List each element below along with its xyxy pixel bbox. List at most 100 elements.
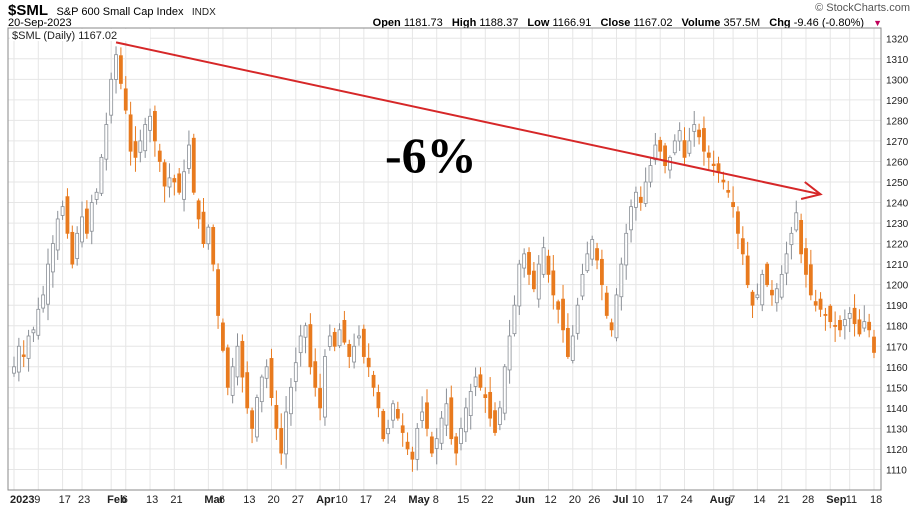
candle <box>89 194 94 245</box>
y-tick-label: 1280 <box>886 116 909 127</box>
candle <box>789 226 794 260</box>
x-tick-label: Jul <box>612 494 628 506</box>
candle-body <box>26 335 31 359</box>
candle-body <box>80 216 84 243</box>
candle-body <box>259 376 264 403</box>
y-tick-label: 1170 <box>886 342 908 353</box>
candle <box>531 261 536 293</box>
x-tick-label: 28 <box>802 494 814 506</box>
candle <box>429 431 434 458</box>
candle <box>187 130 191 174</box>
candle-body <box>332 331 337 347</box>
candle <box>682 127 687 166</box>
candle-body <box>191 137 196 193</box>
candle <box>41 285 46 313</box>
candle <box>726 180 731 198</box>
candle <box>148 108 152 143</box>
candle <box>604 285 609 319</box>
candle-body <box>726 190 731 193</box>
candle <box>361 324 366 364</box>
candle-body <box>138 140 143 153</box>
x-tick-label: 17 <box>59 494 71 506</box>
candle-body <box>619 263 624 298</box>
candle-body <box>123 88 128 111</box>
y-tick-label: 1300 <box>886 75 909 86</box>
candle <box>99 154 104 197</box>
candle-body <box>736 211 740 234</box>
candle-body <box>148 115 152 131</box>
candle <box>109 72 114 124</box>
x-tick-label: 14 <box>753 494 765 506</box>
candle-body <box>167 177 172 188</box>
candle <box>867 313 872 338</box>
candle-body <box>702 128 706 152</box>
candle <box>565 313 570 359</box>
stockcharts-watermark: © StockCharts.com <box>815 2 910 14</box>
candle-body <box>405 441 410 450</box>
candle <box>813 289 818 312</box>
x-tick-label: Jun <box>515 494 535 506</box>
candle <box>308 313 313 375</box>
candle <box>65 188 70 239</box>
candle <box>293 347 298 392</box>
symbol-label: $SML <box>8 2 49 19</box>
candle <box>138 129 143 163</box>
candle <box>483 387 488 413</box>
candle-body <box>420 411 425 421</box>
candle <box>36 297 41 340</box>
candle-body <box>279 428 284 454</box>
candle-body <box>347 344 352 357</box>
candle <box>838 315 842 337</box>
y-tick-label: 1190 <box>886 301 908 312</box>
candle <box>556 299 561 324</box>
candle <box>439 411 444 450</box>
x-tick-label: 13 <box>243 494 255 506</box>
x-tick-label: 8 <box>433 494 439 506</box>
candle <box>818 292 823 317</box>
candle-body <box>750 291 755 306</box>
candle <box>245 361 250 414</box>
candles-layer <box>12 46 876 472</box>
candle-body <box>556 301 561 310</box>
x-tick-label: 13 <box>146 494 158 506</box>
candle <box>687 127 692 157</box>
y-tick-label: 1320 <box>886 34 909 45</box>
candle-body <box>643 181 648 204</box>
candle <box>143 117 148 158</box>
candle-body <box>308 324 313 368</box>
x-tick-label: 20 <box>569 494 581 506</box>
candle <box>872 329 876 359</box>
candle <box>342 310 347 345</box>
candle <box>269 348 274 406</box>
legend-background <box>10 29 150 41</box>
candle <box>225 344 230 396</box>
candle <box>847 307 852 333</box>
candle <box>80 201 84 248</box>
x-tick-label: 20 <box>268 494 280 506</box>
candle <box>842 309 847 340</box>
y-tick-label: 1110 <box>886 465 907 476</box>
candle-body <box>187 144 191 169</box>
open-value: 1181.73 <box>403 17 443 29</box>
candle <box>31 326 36 342</box>
candle-body <box>852 307 857 325</box>
candle <box>235 333 240 386</box>
candle-body <box>551 270 556 296</box>
high-value: 1188.37 <box>479 17 519 29</box>
candle <box>70 225 75 269</box>
candle <box>21 340 26 368</box>
x-tick-label: 17 <box>360 494 372 506</box>
candle-body <box>745 255 750 286</box>
candle-body <box>663 145 667 166</box>
chg-label: Chg <box>769 17 791 29</box>
candle <box>833 311 838 342</box>
candle <box>221 318 225 353</box>
y-tick-label: 1230 <box>886 219 909 230</box>
candle-body <box>196 200 201 220</box>
candle-body <box>517 263 522 307</box>
x-tick-label: 26 <box>588 494 600 506</box>
candle <box>536 255 541 308</box>
x-tick-label: 18 <box>870 494 882 506</box>
candle-body <box>779 273 784 298</box>
candle <box>395 401 400 421</box>
